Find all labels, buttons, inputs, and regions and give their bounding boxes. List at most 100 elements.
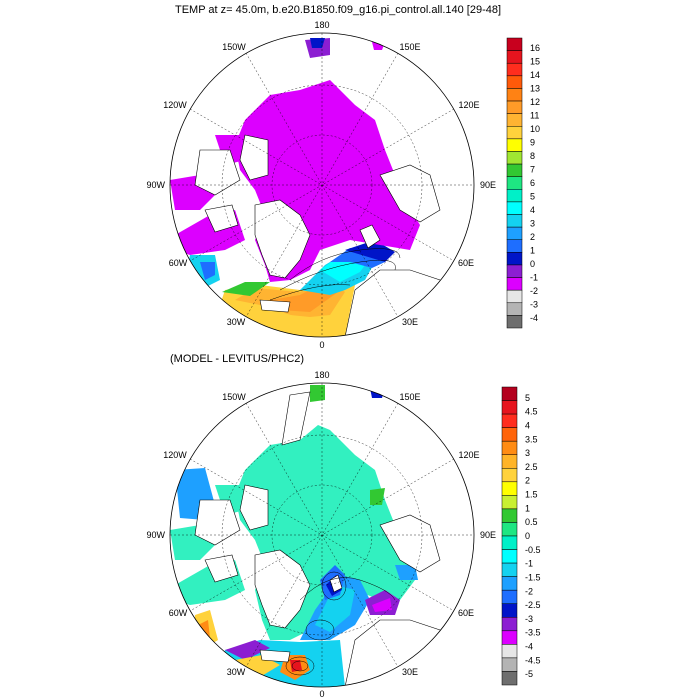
colorbar-box: [506, 163, 523, 177]
lon-label-120w-2: 120W: [163, 450, 187, 460]
colorbar-tick-label: 3: [530, 218, 535, 228]
colorbar-box: [501, 454, 518, 469]
lon-label-30e: 30E: [402, 317, 418, 327]
colorbar-tick-label: 7: [530, 165, 535, 175]
colorbar-box: [506, 62, 523, 77]
colorbar-box: [506, 302, 523, 316]
colorbar-tick-label: 16: [530, 43, 540, 53]
lon-label-30w-2: 30W: [227, 667, 246, 677]
polar-map-anomaly: [170, 383, 474, 687]
colorbar-tick-label: -3: [530, 299, 538, 309]
colorbar-box: [501, 522, 518, 537]
colorbar-tick-label: -5: [525, 669, 533, 679]
lon-label-150e-2: 150E: [399, 392, 420, 402]
colorbar-tick-label: 0: [525, 531, 530, 541]
panel-2-title: (MODEL - LEVITUS/PHC2): [170, 353, 304, 365]
colorbar-tick-label: 2.5: [525, 462, 538, 472]
colorbar-tick-label: -4: [530, 313, 538, 323]
map-border-2: [169, 382, 475, 688]
lon-label-180: 180: [314, 20, 329, 30]
colorbar-box: [506, 151, 523, 165]
colorbar-box: [501, 508, 518, 523]
colorbar-box: [501, 657, 518, 672]
colorbar-box: [501, 576, 518, 591]
colorbar-tick-label: -1.5: [525, 572, 541, 582]
colorbar-tick-label: 12: [530, 97, 540, 107]
colorbar-tick-label: 4: [525, 420, 530, 430]
colorbar-tick-label: 10: [530, 124, 540, 134]
colorbar-box: [501, 495, 518, 510]
colorbar-box: [501, 481, 518, 496]
lon-label-150w: 150W: [222, 42, 246, 52]
panel-temperature: TEMP at z= 45.0m, b.e20.B1850.f09_g16.pi…: [146, 4, 540, 350]
colorbar-tick-label: 1: [525, 503, 530, 513]
colorbar-box: [506, 75, 523, 89]
colorbar-tick-label: 9: [530, 138, 535, 148]
lon-label-0-2: 0: [319, 689, 324, 699]
colorbar-box: [506, 226, 523, 240]
colorbar-box: [501, 427, 518, 442]
colorbar-box: [506, 50, 523, 64]
colorbar-box: [506, 289, 523, 304]
lon-label-60e: 60E: [458, 258, 474, 268]
colorbar-box: [506, 176, 523, 190]
colorbar-tick-label: -4.5: [525, 655, 541, 665]
colorbar-tick-label: 4.5: [525, 407, 538, 417]
colorbar-box: [501, 617, 518, 632]
lon-label-60w: 60W: [169, 258, 188, 268]
colorbar-tick-label: 3.5: [525, 434, 538, 444]
lon-label-120e-2: 120E: [458, 450, 479, 460]
colorbar-tick-label: 1: [530, 245, 535, 255]
lon-label-150w-2: 150W: [222, 392, 246, 402]
colorbar-box: [506, 264, 523, 278]
colorbar-box: [506, 37, 523, 51]
colorbar-tick-label: -3.5: [525, 628, 541, 638]
colorbar-box: [506, 214, 523, 228]
colorbar-box: [506, 126, 523, 140]
lon-label-120w: 120W: [163, 100, 187, 110]
colorbar-anomaly: 5 4.5 4 3.5 3 2.5 2 1.5 1 0.5 0 -0.5 -1 -1.5 -2 -2.5 -3 -…: [501, 386, 541, 686]
lon-label-60w-2: 60W: [169, 608, 188, 618]
colorbar-tick-label: -4: [525, 642, 533, 652]
colorbar-box: [506, 315, 523, 329]
colorbar-box: [501, 468, 518, 483]
lon-label-30e-2: 30E: [402, 667, 418, 677]
colorbar-tick-label: -2.5: [525, 600, 541, 610]
polar-map-temperature: [170, 33, 474, 337]
colorbar-tick-label: 5: [525, 393, 530, 403]
panel-anomaly: (MODEL - LEVITUS/PHC2): [146, 353, 540, 699]
colorbar-tick-label: 14: [530, 70, 540, 80]
colorbar-tick-label: -3: [525, 614, 533, 624]
colorbar-tick-label: 15: [530, 57, 540, 67]
colorbar-tick-label: 5: [530, 191, 535, 201]
colorbar-box: [501, 549, 518, 564]
colorbar-box: [501, 589, 518, 604]
lon-label-30w: 30W: [227, 317, 246, 327]
colorbar-tick-label: 4: [530, 205, 535, 215]
colorbar-tick-label: 2: [525, 476, 530, 486]
colorbar-tick-label: 6: [530, 178, 535, 188]
colorbar-tick-label: 11: [530, 111, 539, 121]
lon-label-120e: 120E: [458, 100, 479, 110]
greenland-land-2: [254, 549, 311, 629]
colorbar-box: [506, 113, 523, 127]
colorbar-box: [506, 201, 523, 215]
colorbar-box: [506, 138, 523, 152]
colorbar-box: [501, 630, 518, 645]
colorbar-box: [506, 252, 523, 266]
colorbar-box: [501, 603, 518, 618]
greenland-land: [254, 199, 311, 279]
colorbar-box: [501, 535, 518, 550]
lon-label-150e: 150E: [399, 42, 420, 52]
lon-label-0: 0: [319, 340, 324, 350]
colorbar-tick-label: 8: [530, 151, 535, 161]
lon-label-90e-2: 90E: [480, 530, 496, 540]
colorbar-tick-label: -2: [525, 586, 533, 596]
panel-1-title: TEMP at z= 45.0m, b.e20.B1850.f09_g16.pi…: [175, 4, 501, 16]
colorbar-box: [501, 440, 518, 455]
colorbar-box: [506, 277, 523, 291]
lon-label-90w-2: 90W: [146, 530, 165, 540]
lon-label-90e: 90E: [480, 180, 496, 190]
colorbar-box: [501, 671, 518, 686]
